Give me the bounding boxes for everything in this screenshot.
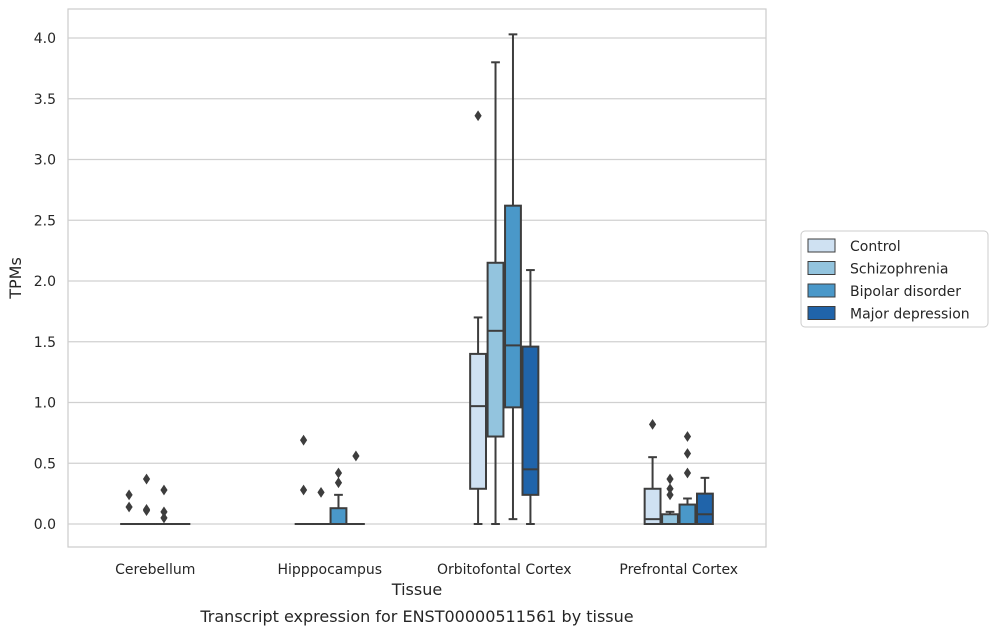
legend-label: Major depression: [850, 307, 970, 323]
y-tick-label: 3.0: [34, 153, 56, 169]
legend-swatch: [808, 262, 835, 275]
x-tick-label: Prefrontal Cortex: [619, 562, 738, 578]
box-body: [505, 206, 521, 408]
legend-swatch: [808, 239, 835, 252]
x-tick-label: Hipppocampus: [277, 562, 382, 578]
y-tick-label: 0.0: [34, 517, 56, 533]
legend-swatch: [808, 284, 835, 297]
box-body: [523, 347, 539, 495]
chart-title: Transcript expression for ENST0000051156…: [199, 607, 633, 626]
y-tick-label: 0.5: [34, 456, 56, 472]
legend: Control Schizophrenia Bipolar disorder Majo…: [801, 231, 988, 327]
box-body: [470, 354, 486, 489]
legend-label: Control: [850, 239, 901, 255]
plot-area: [68, 9, 766, 547]
x-tick-labels: Cerebellum Hipppocampus Orbitofontal Corte…: [115, 562, 738, 578]
box-body: [697, 494, 713, 524]
legend-label: Schizophrenia: [850, 262, 948, 278]
box-body: [662, 514, 678, 524]
y-tick-label: 1.0: [34, 396, 56, 412]
legend-swatch: [808, 307, 835, 320]
y-axis-label: TPMs: [6, 257, 25, 300]
box-body: [331, 508, 347, 524]
y-tick-label: 3.5: [34, 92, 56, 108]
y-tick-labels: 0.0 0.5 1.0 1.5 2.0 2.5 3.0 3.5 4.0: [34, 31, 56, 533]
box-body: [488, 263, 504, 437]
x-tick-label: Orbitofontal Cortex: [437, 562, 572, 578]
x-axis-label: Tissue: [391, 580, 442, 599]
y-tick-label: 4.0: [34, 31, 56, 47]
y-tick-label: 2.5: [34, 213, 56, 229]
y-tick-label: 2.0: [34, 274, 56, 290]
x-tick-label: Cerebellum: [115, 562, 195, 578]
y-tick-label: 1.5: [34, 335, 56, 351]
box-body: [680, 505, 696, 524]
legend-label: Bipolar disorder: [850, 284, 961, 300]
